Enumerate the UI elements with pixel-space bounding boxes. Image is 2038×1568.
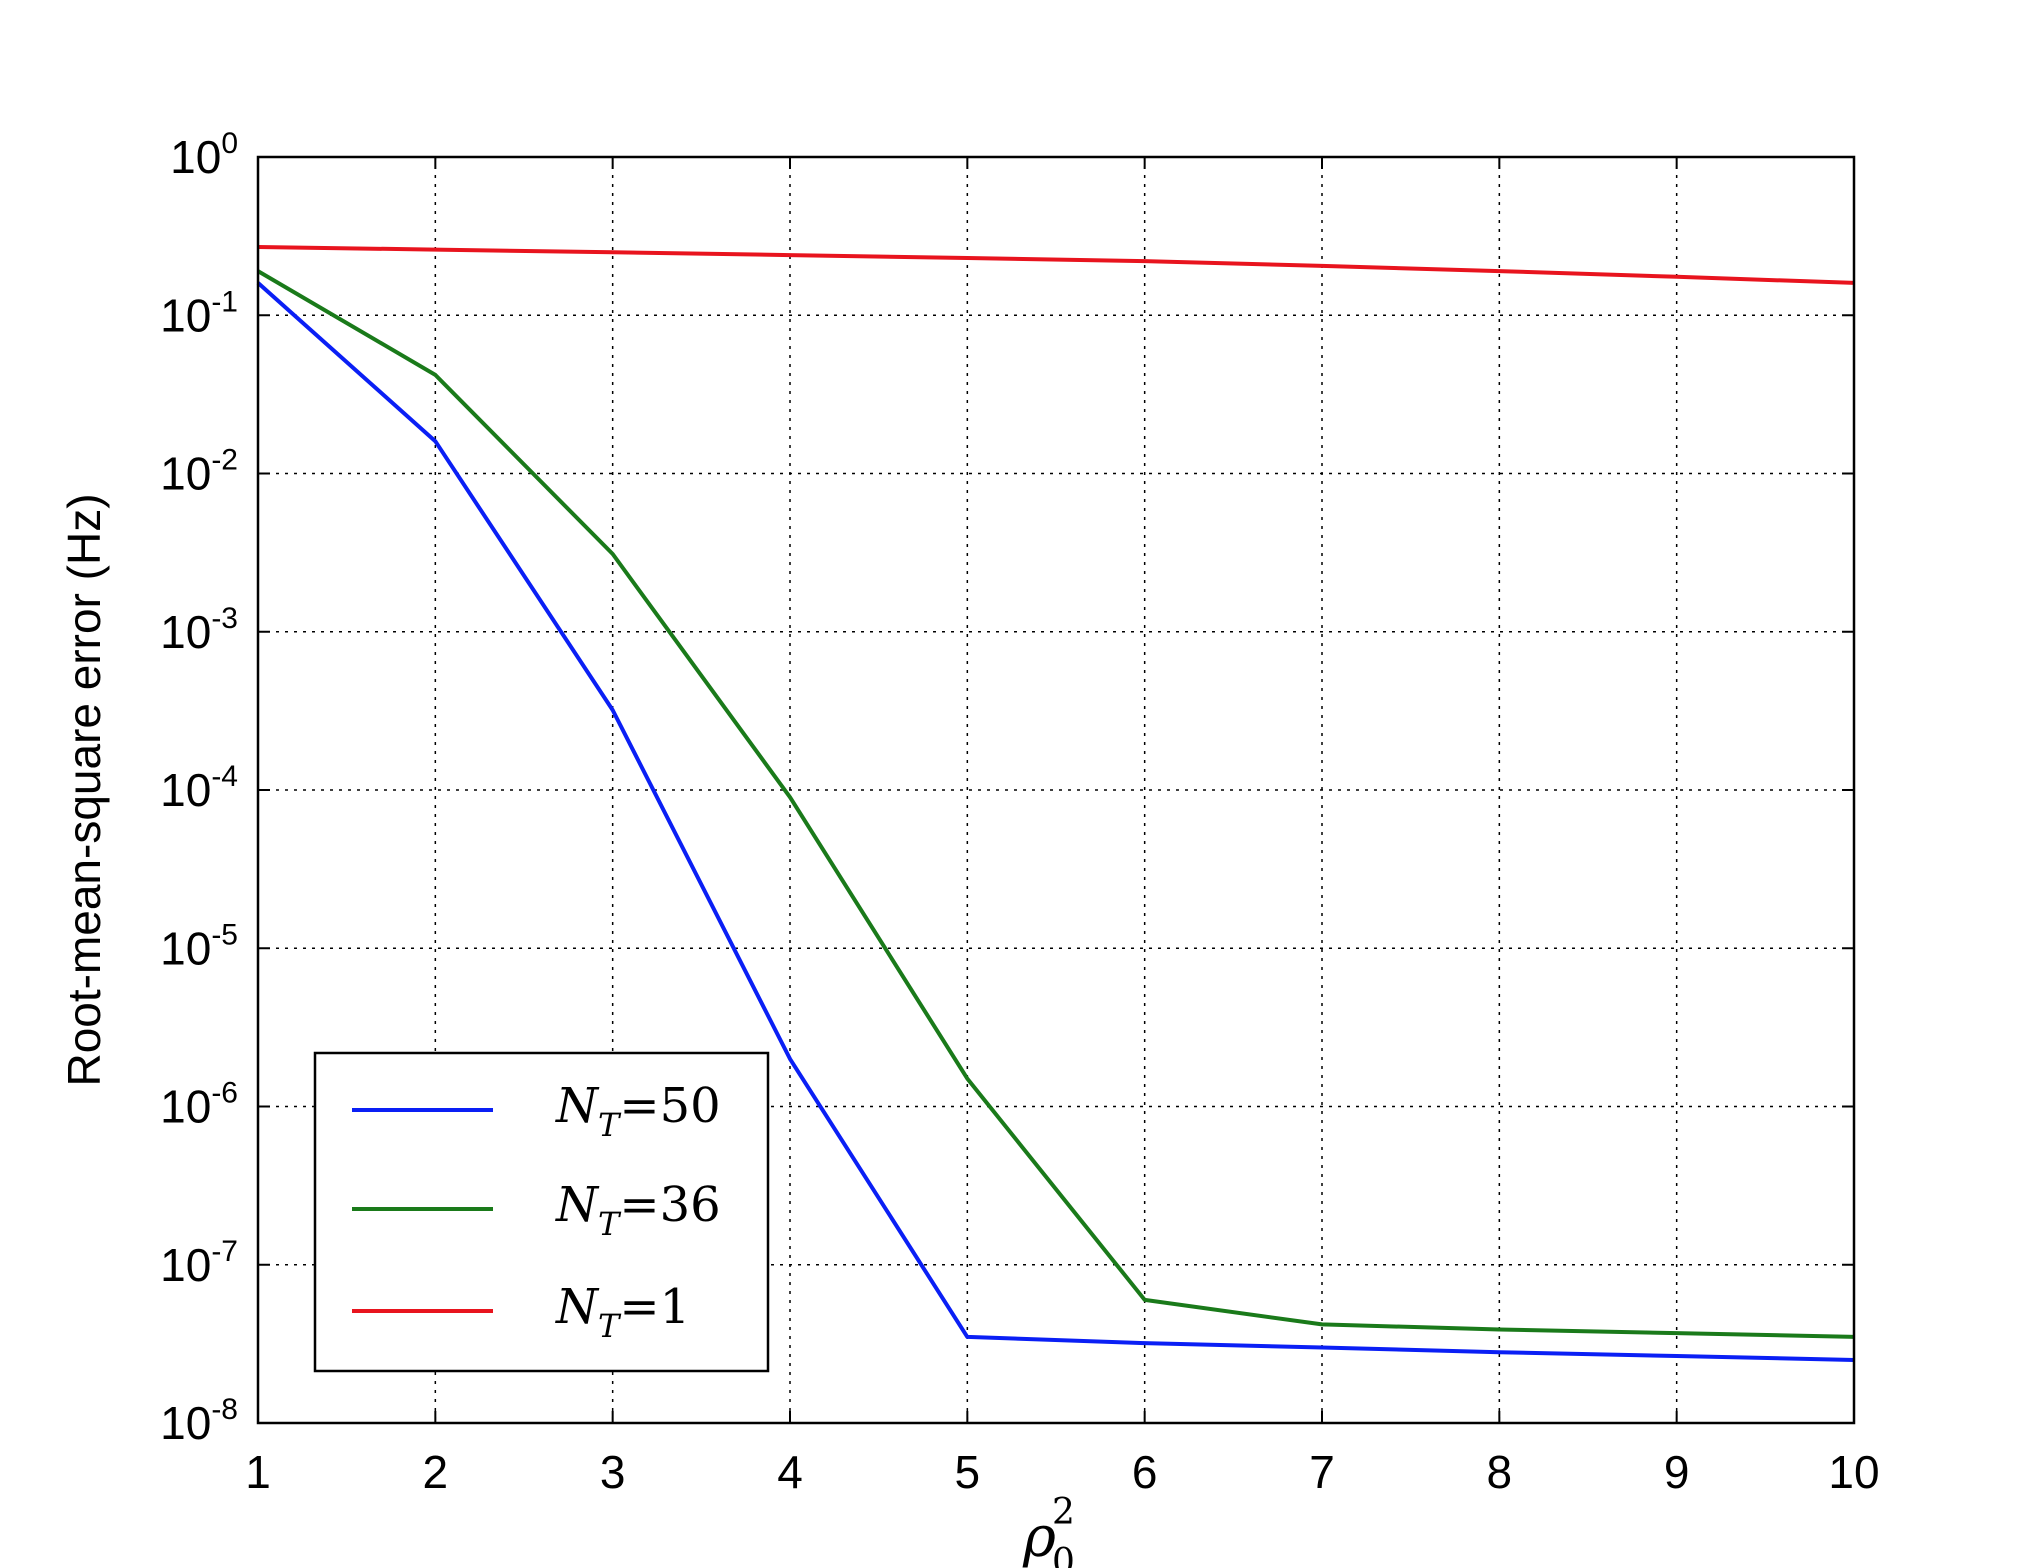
x-axis-title: ρ 0 2 xyxy=(1022,1492,1075,1568)
x-tick-label: 3 xyxy=(600,1446,626,1498)
y-tick-labels: 100 10-1 10-2 10-3 10-4 10-5 10-6 10-7 10-8 xyxy=(160,127,238,1449)
x-tick-label: 10 xyxy=(1828,1446,1879,1498)
series-line-2 xyxy=(257,245,1855,285)
y-tick-label: 10-4 xyxy=(160,760,238,816)
x-tick-labels: 1 2 3 4 5 6 7 8 9 10 xyxy=(245,1446,1879,1498)
y-tick-label: 10-8 xyxy=(160,1393,238,1449)
legend: NT=50 NT=36 NT=1 xyxy=(313,1051,770,1373)
x-tick-label: 2 xyxy=(423,1446,449,1498)
x-axis-title-superscript: 2 xyxy=(1052,1492,1075,1533)
y-tick-label: 10-6 xyxy=(160,1077,238,1133)
y-tick-label: 10-2 xyxy=(160,444,238,500)
legend-label: NT=1 xyxy=(555,1279,690,1345)
y-axis-title: Root-mean-square error (Hz) xyxy=(58,493,110,1086)
x-tick-label: 8 xyxy=(1487,1446,1513,1498)
legend-label: NT=36 xyxy=(555,1177,721,1243)
y-tick-label: 100 xyxy=(170,127,238,183)
y-tick-label: 10-7 xyxy=(160,1235,238,1291)
axis-ticks xyxy=(257,156,1855,1424)
x-tick-label: 7 xyxy=(1309,1446,1335,1498)
x-tick-label: 9 xyxy=(1664,1446,1690,1498)
series-lines xyxy=(256,245,1855,1362)
series-line-1 xyxy=(256,269,1855,1339)
legend-label: NT=50 xyxy=(555,1078,721,1144)
y-tick-label: 10-5 xyxy=(160,918,238,974)
y-tick-label: 10-3 xyxy=(160,602,238,658)
x-tick-label: 4 xyxy=(777,1446,803,1498)
x-axis-title-subscript: 0 xyxy=(1052,1542,1075,1568)
x-tick-label: 5 xyxy=(955,1446,981,1498)
series-line-0 xyxy=(256,281,1855,1362)
x-tick-label: 6 xyxy=(1132,1446,1158,1498)
legend-box xyxy=(313,1051,770,1373)
x-axis-title-base: ρ xyxy=(1022,1505,1056,1568)
x-tick-label: 1 xyxy=(245,1446,271,1498)
y-tick-label: 10-1 xyxy=(160,285,238,341)
